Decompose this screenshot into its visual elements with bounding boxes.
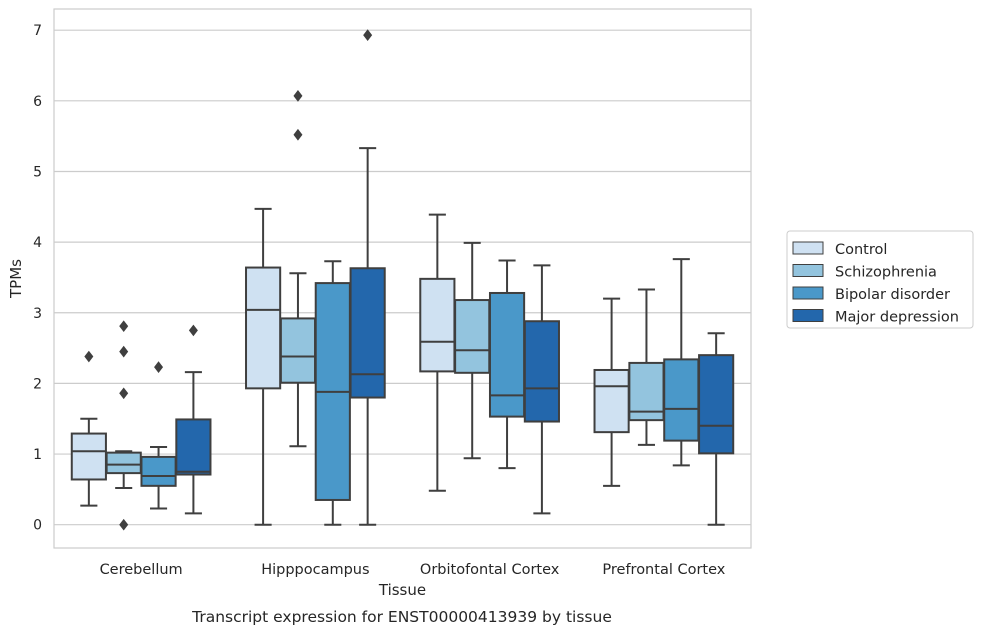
- y-tick-label: 1: [33, 447, 42, 463]
- box-layer: [70, 29, 735, 531]
- y-tick-labels: 0 1 2 3 4 5 6 7: [33, 23, 42, 533]
- x-tick-label: Orbitofontal Cortex: [420, 562, 560, 578]
- box-3-3: [698, 332, 735, 526]
- iqr-box: [593, 368, 630, 434]
- box-2-2: [488, 259, 526, 470]
- iqr-box: [70, 432, 107, 481]
- outlier-point: [293, 128, 303, 141]
- legend-label: Schizophrenia: [835, 265, 937, 281]
- legend-swatch: [792, 286, 824, 300]
- legend-label: Bipolar disorder: [835, 287, 950, 303]
- iqr-box: [140, 455, 177, 487]
- iqr-box: [175, 418, 212, 476]
- y-tick-label: 0: [33, 518, 42, 534]
- outlier-point: [293, 90, 303, 102]
- legend-label: Major depression: [835, 310, 959, 326]
- iqr-box: [105, 451, 142, 475]
- legend-swatch: [792, 264, 824, 277]
- y-tick-label: 6: [33, 94, 42, 110]
- box-3-2: [663, 258, 700, 467]
- y-tick-label: 7: [33, 23, 42, 39]
- legend-frame: [786, 230, 974, 329]
- outlier-point: [119, 345, 129, 358]
- legend: Control Schizophrenia Bipolar disorder Majo…: [786, 230, 974, 329]
- outlier-point: [119, 387, 129, 400]
- outlier-point: [363, 29, 373, 41]
- box-1-3: [349, 29, 386, 526]
- x-tick-label: Prefrontal Cortex: [602, 562, 725, 578]
- legend-swatch: [792, 309, 824, 322]
- iqr-box: [419, 277, 456, 373]
- iqr-box: [349, 267, 386, 399]
- box-0-3: [175, 324, 212, 515]
- iqr-box: [523, 320, 560, 423]
- outlier-point: [84, 350, 94, 363]
- y-tick-label: 3: [33, 306, 42, 322]
- iqr-box: [279, 317, 317, 384]
- chart-caption: Transcript expression for ENST0000041393…: [191, 608, 612, 626]
- box-1-2: [314, 260, 351, 526]
- outlier-point: [188, 324, 198, 337]
- iqr-box: [698, 354, 735, 455]
- y-tick-label: 2: [33, 376, 42, 392]
- box-2-3: [523, 264, 560, 515]
- iqr-box: [663, 358, 700, 442]
- outlier-point: [154, 361, 164, 374]
- outlier-point: [119, 320, 129, 333]
- plot-frame: [53, 8, 752, 549]
- box-1-1: [279, 90, 317, 448]
- box-1-0: [245, 207, 282, 526]
- legend-label: Control: [835, 242, 887, 258]
- box-2-0: [419, 213, 456, 492]
- grid-lines: [54, 29, 751, 526]
- box-0-1: [105, 320, 142, 531]
- y-axis-label: TPMs: [7, 259, 25, 299]
- iqr-box: [454, 299, 491, 374]
- box-0-0: [70, 350, 107, 507]
- iqr-box: [245, 266, 282, 390]
- box-2-1: [454, 241, 491, 460]
- x-tick-label: Hipppocampus: [261, 562, 369, 578]
- legend-swatch: [792, 241, 824, 255]
- y-tick-label: 5: [33, 164, 42, 180]
- y-tick-label: 4: [33, 235, 42, 251]
- outlier-point: [119, 518, 129, 531]
- x-tick-label: Cerebellum: [100, 562, 183, 578]
- x-tick-labels: Cerebellum Hipppocampus Orbitofontal Corte…: [100, 562, 726, 578]
- iqr-box: [488, 291, 526, 418]
- box-3-0: [593, 297, 630, 487]
- x-axis-label: Tissue: [378, 581, 426, 599]
